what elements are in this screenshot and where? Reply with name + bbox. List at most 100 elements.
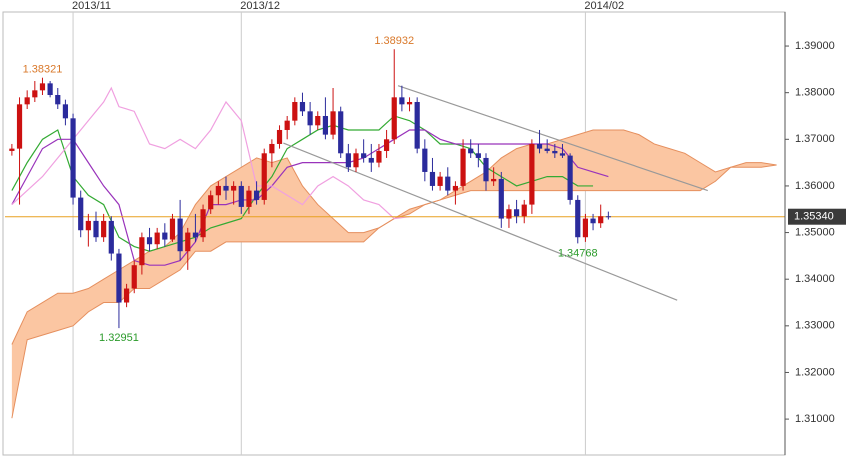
candle-body bbox=[85, 220, 91, 231]
candle-body bbox=[108, 220, 114, 254]
candle-body bbox=[590, 218, 596, 224]
candle-body bbox=[24, 97, 30, 105]
candle-body bbox=[506, 209, 512, 219]
candle-body bbox=[361, 153, 367, 158]
candle-body bbox=[78, 197, 84, 231]
candle-body bbox=[529, 143, 535, 205]
candle-body bbox=[345, 153, 351, 168]
trend-line bbox=[283, 142, 678, 301]
candle-body bbox=[598, 216, 604, 224]
indicator-line bbox=[11, 129, 609, 266]
candle-body bbox=[368, 157, 374, 163]
candle-body bbox=[391, 97, 397, 140]
candle-body bbox=[70, 118, 76, 198]
candle-body bbox=[559, 153, 566, 156]
candle-body bbox=[292, 101, 298, 121]
indicator-line bbox=[11, 86, 410, 220]
candle-body bbox=[208, 195, 214, 210]
candle-body bbox=[536, 143, 543, 149]
candle-body bbox=[383, 139, 390, 151]
candle-body bbox=[9, 148, 15, 151]
candle-body bbox=[231, 185, 237, 191]
candle-body bbox=[269, 143, 275, 154]
candle-body bbox=[16, 104, 23, 149]
candle-body bbox=[521, 204, 527, 217]
cloud bbox=[11, 129, 777, 419]
candle-body bbox=[192, 232, 199, 238]
candle-body bbox=[177, 218, 183, 252]
candle-body bbox=[253, 190, 260, 200]
candle-body bbox=[169, 218, 176, 240]
candle-body bbox=[491, 178, 497, 182]
candle-body bbox=[330, 111, 336, 135]
price-annotation: 1.32951 bbox=[99, 332, 139, 344]
y-tick-label: 1.36000 bbox=[795, 180, 835, 192]
candle-body bbox=[200, 209, 206, 238]
candle-body bbox=[261, 153, 267, 200]
candle-body bbox=[139, 237, 145, 266]
price-annotation: 1.38321 bbox=[23, 64, 63, 76]
indicator-line bbox=[11, 115, 594, 252]
candle-body bbox=[552, 150, 558, 154]
candle-body bbox=[322, 115, 329, 135]
y-tick-label: 1.38000 bbox=[795, 87, 835, 99]
candle-body bbox=[238, 185, 244, 207]
candle-body bbox=[544, 148, 550, 151]
last-price-label: 1.35340 bbox=[794, 211, 834, 223]
y-tick-label: 1.33000 bbox=[795, 320, 835, 332]
candle-body bbox=[513, 209, 520, 217]
candle-body bbox=[353, 153, 359, 168]
candle-body bbox=[475, 153, 481, 158]
candle-body bbox=[483, 157, 489, 182]
candle-body bbox=[406, 101, 413, 105]
candle-body bbox=[47, 83, 53, 96]
candle-body bbox=[582, 218, 589, 238]
x-tick-label: 2013/12 bbox=[240, 0, 280, 12]
candle-body bbox=[93, 220, 99, 238]
candle-body bbox=[154, 232, 160, 245]
candle-body bbox=[468, 148, 474, 154]
candle-body bbox=[146, 237, 153, 245]
y-tick-label: 1.31000 bbox=[795, 413, 835, 425]
candle-body bbox=[315, 115, 321, 126]
y-tick-label: 1.32000 bbox=[795, 366, 835, 378]
candle-body bbox=[32, 90, 38, 98]
candle-body bbox=[39, 83, 46, 91]
candle-body bbox=[215, 185, 221, 196]
candle-body bbox=[575, 199, 581, 238]
candle-body bbox=[498, 178, 504, 219]
candle-body bbox=[399, 97, 405, 105]
candle-body bbox=[429, 171, 436, 186]
candle-body bbox=[422, 148, 428, 172]
candle-body bbox=[567, 155, 573, 200]
candle-body bbox=[299, 101, 306, 112]
candle-body bbox=[116, 253, 122, 303]
x-tick-label: 2014/02 bbox=[584, 0, 624, 12]
candle-body bbox=[437, 176, 443, 186]
candle-body bbox=[414, 101, 420, 149]
price-annotation: 1.38932 bbox=[374, 35, 414, 47]
candle-body bbox=[101, 220, 107, 238]
candle-body bbox=[445, 176, 451, 191]
y-tick-label: 1.35000 bbox=[795, 226, 835, 238]
price-annotation: 1.34768 bbox=[558, 247, 598, 259]
candle-body bbox=[460, 148, 466, 186]
y-tick-label: 1.39000 bbox=[795, 40, 835, 52]
candle-body bbox=[162, 232, 168, 240]
candle-body bbox=[55, 95, 61, 105]
candle-body bbox=[452, 185, 459, 191]
candle-body bbox=[307, 111, 313, 126]
candle-body bbox=[376, 150, 382, 163]
candle-body bbox=[185, 232, 191, 252]
candle-body bbox=[276, 129, 283, 144]
candle-body bbox=[223, 185, 229, 191]
candle-body bbox=[131, 265, 137, 289]
last-price-box bbox=[788, 208, 846, 225]
y-tick-label: 1.37000 bbox=[795, 133, 835, 145]
candle-body bbox=[284, 120, 290, 130]
x-tick-label: 2013/11 bbox=[72, 0, 111, 12]
candle-body bbox=[605, 216, 611, 218]
